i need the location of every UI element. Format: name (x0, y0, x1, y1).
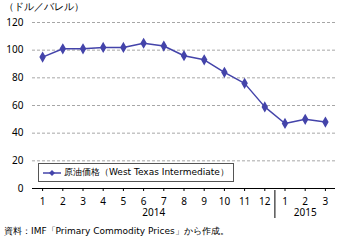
svg-text:11: 11 (239, 194, 250, 208)
svg-text:3: 3 (323, 194, 329, 208)
svg-text:80: 80 (12, 70, 24, 84)
html-text:（ドル／バレル）: （ドル／バレル） (4, 1, 84, 12)
svg-text:20: 20 (12, 153, 24, 167)
svg-text:1: 1 (40, 194, 46, 208)
svg-text:9: 9 (201, 194, 207, 208)
svg-text:40: 40 (12, 125, 24, 139)
svg-text:0: 0 (18, 181, 24, 195)
svg-text:120: 120 (6, 15, 23, 29)
svg-text:8: 8 (181, 194, 187, 208)
svg-text:4: 4 (100, 194, 106, 208)
svg-text:1: 1 (282, 194, 288, 208)
html-text:資料：IMF「Primary Commodity Price: 資料：IMF「Primary Commodity Prices」から作成。 (4, 226, 229, 236)
svg-text:6: 6 (140, 193, 147, 208)
svg-text:100: 100 (6, 42, 23, 56)
svg-text:5: 5 (121, 194, 127, 208)
svg-text:2: 2 (60, 194, 66, 208)
svg-text:60: 60 (12, 98, 24, 112)
svg-text:2: 2 (302, 193, 309, 208)
svg-text:2015: 2015 (294, 205, 317, 219)
svg-text:12: 12 (259, 194, 271, 208)
svg-text:2014: 2014 (142, 205, 165, 219)
html-text:原油価格（West Texas Intermediate）: 原油価格（West Texas Intermediate） (64, 167, 229, 177)
svg-text:7: 7 (160, 193, 167, 208)
svg-text:10: 10 (219, 194, 231, 208)
svg-text:3: 3 (80, 194, 86, 208)
